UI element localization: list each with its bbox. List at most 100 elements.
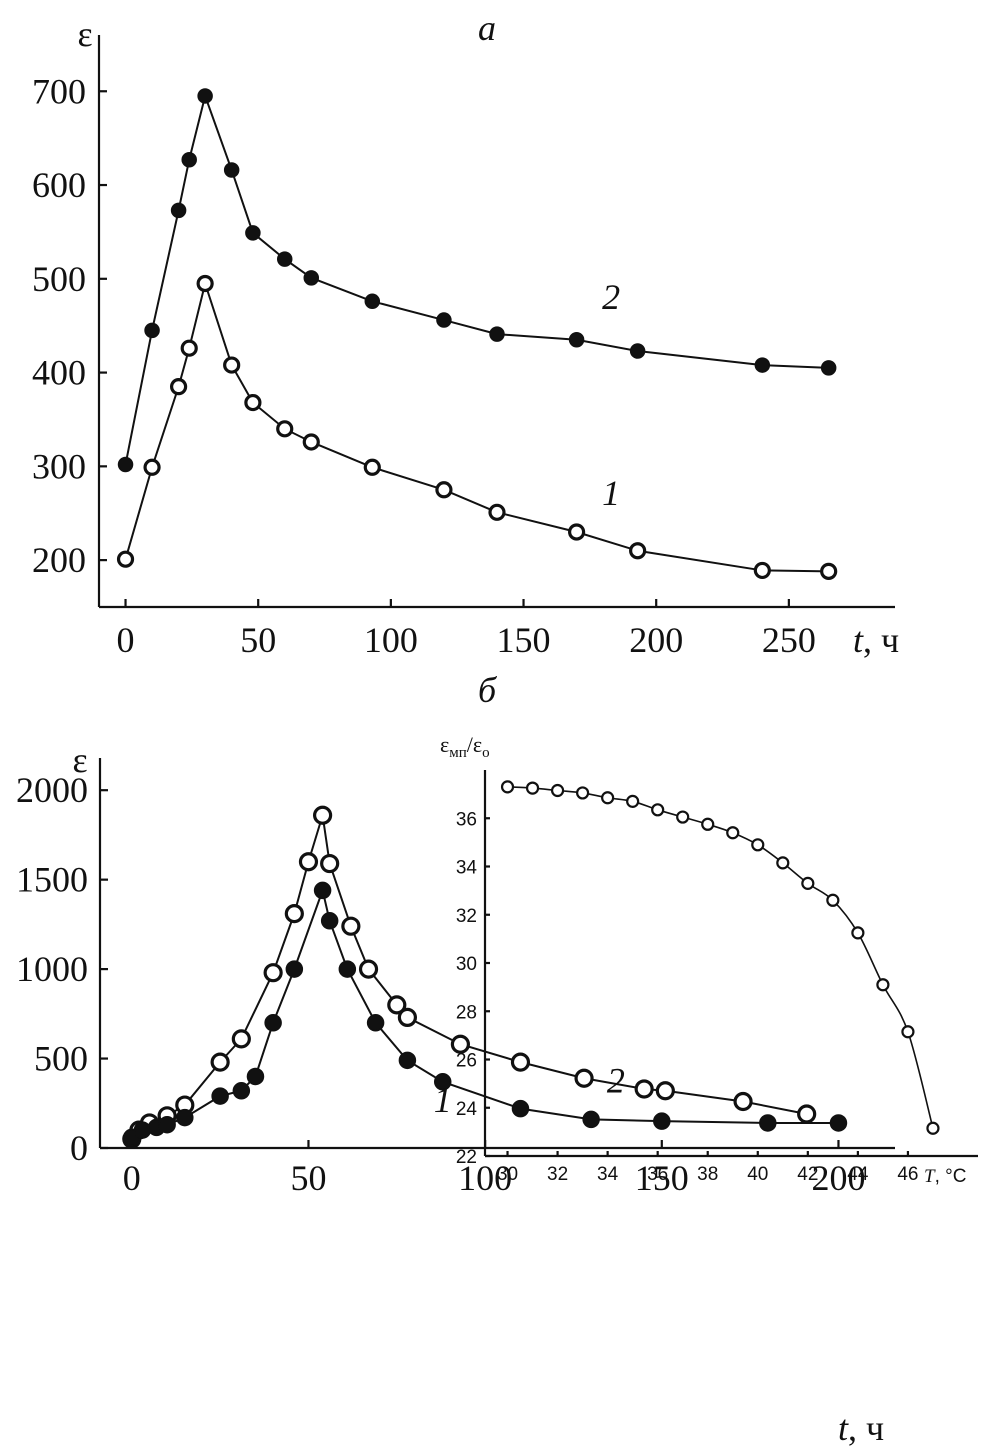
b-series-1-point: [133, 1121, 152, 1139]
a-series-1-point: [435, 481, 453, 499]
b-series-2-point: [284, 904, 304, 924]
a-x-tick-label: 150: [497, 620, 551, 660]
b-series-2-point: [733, 1091, 753, 1112]
inset-y-axis-label: εмп/εо: [440, 732, 490, 761]
inset-series-ratio-point: [776, 856, 790, 870]
a-y-tick-label: 700: [32, 71, 86, 111]
a-series-2-point: [223, 162, 240, 178]
a-series-1-point: [488, 503, 506, 521]
b-series-2-point: [450, 1034, 470, 1054]
a-series-2-point: [117, 456, 134, 473]
a-series-1-point: [276, 420, 294, 438]
a-series-2-label: 2: [602, 277, 620, 317]
a-series-2-point: [820, 360, 837, 376]
inset-series-ratio-point: [525, 781, 540, 795]
inset-y-tick-label: 28: [456, 1002, 477, 1023]
a-series-1-point: [180, 339, 198, 357]
a-series-2-point: [181, 151, 197, 168]
b-series-2-point: [510, 1052, 531, 1072]
inset-x-tick-label: 36: [647, 1164, 668, 1185]
a-y-tick-label: 500: [32, 259, 86, 299]
b-series-1-point: [829, 1114, 848, 1132]
inset-series-ratio-point: [751, 838, 765, 852]
a-series-2-point: [170, 202, 187, 219]
a-series-2-point: [303, 270, 320, 286]
inset-y-tick-label: 34: [456, 858, 478, 879]
inset-series-ratio-point: [801, 876, 815, 890]
inset-series-ratio-point: [851, 926, 865, 940]
a-y-tick-label: 400: [32, 353, 86, 393]
b-series-1-point: [313, 881, 332, 900]
b-series-1-point: [232, 1082, 251, 1100]
a-y-tick-label: 200: [32, 540, 86, 580]
inset-x-tick-label: 30: [497, 1164, 518, 1185]
b-series-1-point: [176, 1108, 194, 1127]
inset-series-ratio-point: [701, 817, 715, 831]
a-series-1-point: [143, 458, 161, 476]
b-series-2-point: [397, 1007, 417, 1028]
b-series-2-point: [320, 853, 340, 874]
b-series-2-point: [574, 1068, 594, 1088]
inset-x-tick-label: 34: [597, 1164, 619, 1185]
inset-series-ratio-point: [676, 810, 690, 824]
a-series-2-line: [124, 92, 829, 465]
inset-series-ratio-point: [651, 803, 665, 817]
b-series-1-point: [338, 960, 357, 978]
b-series-2-point: [313, 805, 333, 825]
b-y-tick-label: 1000: [16, 949, 88, 989]
b-series-2-point: [387, 995, 407, 1015]
inset-x-axis-label: T, °C: [924, 1166, 966, 1187]
a-series-1-point: [116, 550, 135, 568]
a-series-2-point: [436, 312, 452, 328]
panel-b-y-axis-label: ε: [72, 740, 87, 780]
b-x-tick-label: 100: [458, 1158, 512, 1198]
a-series-2-point: [144, 322, 160, 339]
a-series-1-point: [567, 523, 586, 541]
b-series-1-point: [320, 912, 339, 930]
inset-x-tick-label: 44: [847, 1164, 869, 1185]
b-x-tick-label: 50: [290, 1158, 326, 1198]
a-series-1-point: [820, 562, 838, 580]
a-series-1-point: [196, 274, 214, 293]
inset-x-tick-label: 40: [747, 1164, 768, 1185]
inset-series-ratio-point: [926, 1121, 940, 1135]
inset-series-ε_мп/ε_о-line: [507, 786, 934, 1129]
inset-series-ratio-point: [826, 893, 840, 907]
a-series-1-point: [244, 393, 262, 412]
a-series-2-point: [245, 225, 261, 241]
b-series-1-point: [582, 1110, 600, 1129]
panel-a-y-axis-label: ε: [77, 14, 92, 54]
b-series-2-point: [358, 959, 379, 979]
a-series-2-point: [364, 293, 381, 310]
a-series-1-point: [302, 433, 320, 451]
b-series-2-point: [797, 1104, 817, 1124]
b-series-2-label: 2: [607, 1061, 625, 1101]
b-series-2-point: [298, 852, 319, 872]
b-x-tick-label: 150: [635, 1158, 689, 1198]
inset-y-tick-label: 26: [456, 1051, 477, 1072]
inset-series-ratio-point: [901, 1025, 915, 1039]
b-series-1-label: 1: [434, 1080, 452, 1120]
b-series-1-point: [759, 1114, 777, 1132]
a-series-1-point: [223, 356, 241, 374]
b-series-1-point: [653, 1112, 671, 1130]
a-series-1-point: [363, 458, 381, 476]
a-series-1-point: [170, 378, 188, 396]
a-series-2-point: [754, 357, 771, 373]
inset-series-ratio-point: [550, 783, 565, 798]
b-series-1-point: [246, 1067, 265, 1086]
a-series-2-point: [568, 332, 585, 348]
b-series-2-point: [655, 1081, 675, 1101]
inset-x-tick-label: 46: [897, 1164, 918, 1185]
a-x-tick-label: 0: [117, 620, 135, 660]
b-series-1-point: [433, 1073, 452, 1091]
inset-y-tick-label: 30: [456, 954, 477, 975]
inset-series-ratio-point: [601, 791, 615, 805]
b-y-tick-label: 1500: [16, 860, 88, 900]
b-series-2-point: [231, 1029, 251, 1049]
b-series-2-point: [341, 916, 361, 936]
inset-y-tick-label: 36: [456, 809, 477, 830]
inset-y-tick-label: 24: [456, 1099, 478, 1120]
